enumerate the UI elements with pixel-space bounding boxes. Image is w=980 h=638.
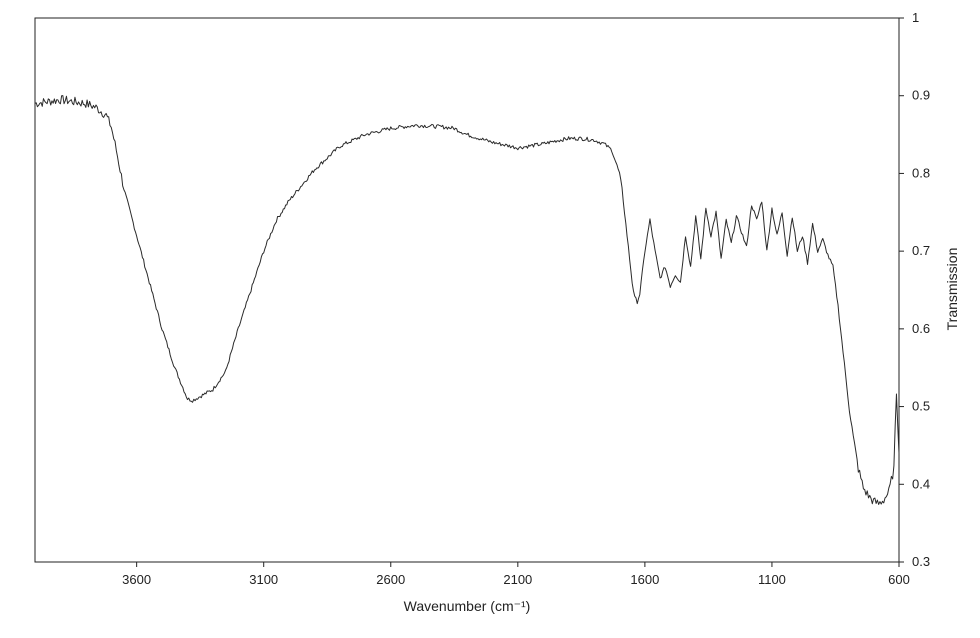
y-tick-label: 0.5	[912, 399, 930, 414]
y-axis-title: Transmission	[944, 248, 960, 331]
y-tick-label: 0.8	[912, 165, 930, 180]
y-tick-label: 1	[912, 10, 919, 25]
x-tick-label: 3100	[249, 572, 278, 587]
y-axis-ticks: 0.3 0.4 0.5 0.6 0.7 0.8 0.9 1	[899, 10, 930, 569]
y-tick-label: 0.9	[912, 88, 930, 103]
x-tick-label: 1100	[758, 572, 786, 587]
spectrum-line	[34, 95, 900, 505]
x-axis-ticks: 3600 3100 2600 2100 1600 1100 600	[122, 562, 910, 587]
x-axis-title: Wavenumber (cm⁻¹)	[404, 598, 531, 614]
y-tick-label: 0.7	[912, 243, 930, 258]
y-tick-label: 0.6	[912, 321, 930, 336]
x-tick-label: 2600	[376, 572, 405, 587]
y-tick-label: 0.4	[912, 476, 930, 491]
plot-frame	[34, 17, 900, 563]
y-tick-label: 0.3	[912, 554, 930, 569]
x-tick-label: 600	[888, 572, 910, 587]
x-tick-label: 1600	[630, 572, 659, 587]
plot-area-border	[34, 17, 900, 563]
series-layer	[34, 95, 900, 505]
x-tick-label: 3600	[122, 572, 151, 587]
x-tick-label: 2100	[503, 572, 532, 587]
